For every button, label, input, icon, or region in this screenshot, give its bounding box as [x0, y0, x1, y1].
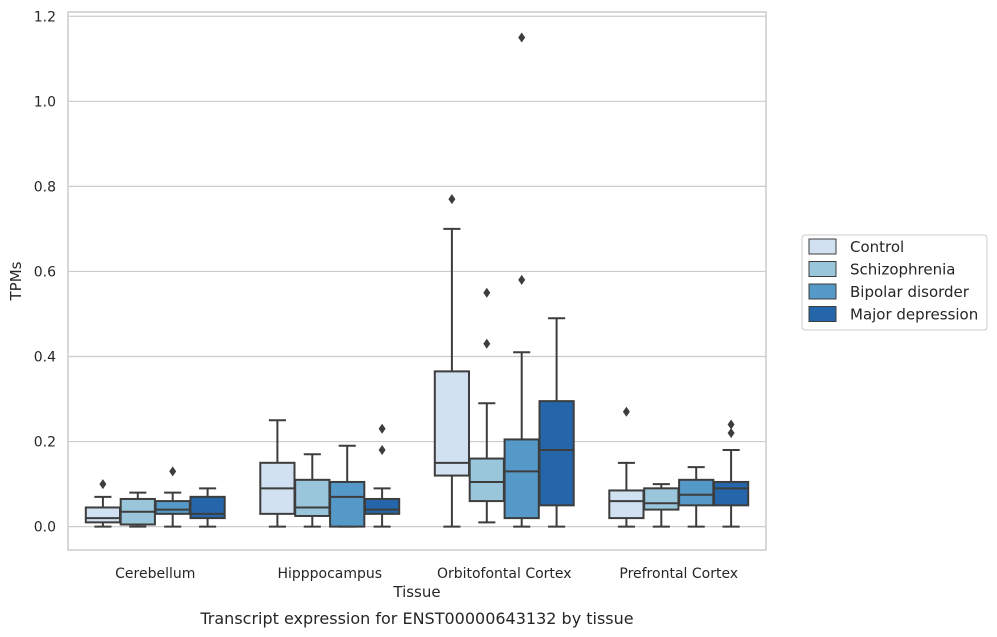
outlier-point	[483, 338, 491, 349]
box-bipolar-disorder-0	[154, 466, 191, 528]
box-iqr	[189, 495, 226, 520]
y-tick-label: 0.0	[34, 520, 56, 536]
chart-caption: Transcript expression for ENST0000064313…	[199, 609, 633, 628]
box-control-1	[259, 419, 296, 528]
box-control-2	[433, 194, 471, 528]
y-tick-label: 0.6	[34, 264, 56, 280]
x-tick-label: Cerebellum	[115, 566, 195, 582]
box-major-depression-1	[363, 423, 401, 528]
box-iqr	[294, 478, 331, 517]
box-schizophrenia-1	[294, 453, 331, 528]
legend-frame	[801, 234, 988, 331]
legend: Control Schizophrenia Bipolar disorder Majo…	[801, 234, 988, 331]
y-tick-label: 1.2	[34, 9, 56, 25]
box-major-depression-2	[538, 317, 575, 528]
legend-label: Control	[850, 238, 904, 256]
legend-swatch	[808, 238, 837, 255]
box-iqr	[84, 506, 122, 524]
box-schizophrenia-0	[119, 491, 156, 528]
legend-label: Bipolar disorder	[850, 283, 970, 301]
box-iqr	[468, 457, 505, 503]
box-schizophrenia-2	[468, 287, 505, 524]
legend-label: Major depression	[850, 306, 978, 324]
box-major-depression-0	[189, 487, 226, 528]
box-iqr	[329, 480, 366, 528]
y-tick-labels: 0.0 0.2 0.4 0.6 0.8 1.0 1.2	[34, 9, 56, 535]
y-tick-label: 0.8	[34, 179, 56, 195]
outlier-point	[518, 32, 526, 43]
x-tick-label: Hipppocampus	[277, 566, 382, 582]
legend-swatch	[808, 261, 837, 277]
outlier-point	[727, 419, 735, 430]
outlier-point	[448, 194, 456, 205]
outlier-point	[622, 406, 630, 417]
outlier-point	[99, 479, 107, 490]
outlier-point	[378, 423, 386, 434]
outlier-point	[378, 445, 386, 456]
legend-swatch	[808, 283, 837, 300]
outlier-point	[518, 274, 526, 285]
box-bipolar-disorder-3	[678, 466, 715, 528]
legend-swatch	[808, 306, 837, 322]
legend-label: Schizophrenia	[850, 261, 955, 279]
x-tick-label: Orbitofontal Cortex	[437, 566, 572, 582]
box-iqr	[643, 487, 680, 511]
box-iqr	[503, 438, 540, 520]
box-iqr	[538, 400, 575, 507]
box-iqr	[678, 478, 715, 507]
box-control-0	[84, 479, 122, 528]
outlier-point	[169, 466, 177, 477]
boxes	[84, 32, 750, 528]
box-iqr	[363, 497, 401, 515]
y-tick-label: 0.4	[34, 349, 56, 365]
x-tick-label: Prefrontal Cortex	[619, 566, 738, 582]
x-axis-label: Tissue	[392, 583, 440, 601]
box-bipolar-disorder-1	[329, 444, 366, 528]
box-iqr	[433, 370, 471, 477]
box-bipolar-disorder-2	[503, 32, 540, 528]
y-tick-label: 1.0	[34, 94, 56, 110]
box-iqr	[154, 500, 191, 515]
box-iqr	[608, 489, 645, 520]
box-iqr	[712, 480, 750, 507]
box-schizophrenia-3	[643, 483, 680, 528]
box-control-3	[608, 406, 645, 528]
grid-lines	[68, 15, 766, 528]
plot-frame	[67, 11, 767, 551]
y-tick-label: 0.2	[34, 435, 56, 451]
outlier-point	[727, 428, 735, 439]
outlier-point	[483, 287, 491, 298]
box-major-depression-3	[712, 419, 750, 528]
x-tick-labels: Cerebellum Hipppocampus Orbitofontal Corte…	[115, 566, 738, 582]
y-axis-label: TPMs	[7, 261, 25, 301]
